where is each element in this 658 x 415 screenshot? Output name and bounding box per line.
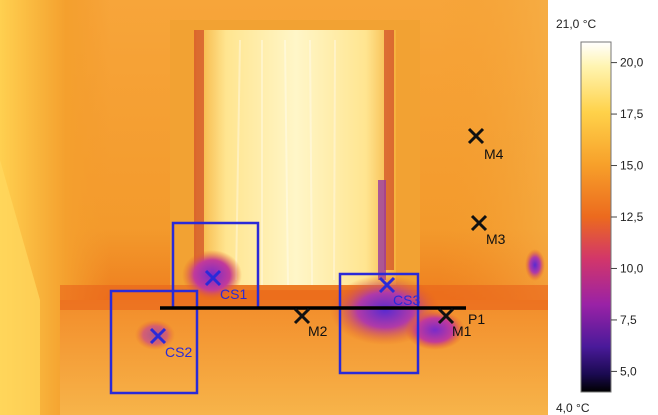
scale-tick-label-6: 5,0 [620, 364, 637, 378]
cs1-label: CS1 [220, 286, 247, 302]
cs2-label: CS2 [165, 344, 192, 360]
m4-label: M4 [484, 146, 504, 162]
scale-min-label: 4,0 °C [556, 401, 590, 415]
scale-tick-label-3: 12,5 [620, 210, 644, 224]
m1-label: M1 [452, 323, 472, 339]
p1-label: P1 [468, 311, 485, 327]
m2-marker[interactable] [293, 307, 311, 325]
cs2-box[interactable] [109, 289, 199, 395]
m3-label: M3 [486, 231, 506, 247]
thermal-image: CS1 CS2 CS3 M1 M2 M3 M4 P1 [0, 0, 548, 415]
m1-marker[interactable] [437, 307, 455, 325]
m3-marker[interactable] [470, 214, 488, 232]
cs1-marker[interactable] [204, 269, 222, 287]
scale-color-bar [580, 41, 612, 393]
scale-tick-label-5: 7,5 [620, 313, 637, 327]
scale-max-label: 21,0 °C [556, 17, 596, 31]
scale-tick-label-1: 17,5 [620, 107, 644, 121]
scale-tick-label-0: 20,0 [620, 56, 644, 70]
cs2-marker[interactable] [149, 327, 167, 345]
m4-marker[interactable] [467, 127, 485, 145]
temperature-scale: 21,0 °C 20,0 17,5 15,0 12,5 10,0 7,5 5,0 4,0 °… [556, 17, 644, 415]
cs3-marker[interactable] [378, 276, 396, 294]
m2-label: M2 [308, 323, 328, 339]
cs3-label: CS3 [393, 292, 420, 308]
cs3-box[interactable] [338, 272, 420, 375]
scale-tick-label-4: 10,0 [620, 261, 644, 275]
scale-tick-label-2: 15,0 [620, 159, 644, 173]
